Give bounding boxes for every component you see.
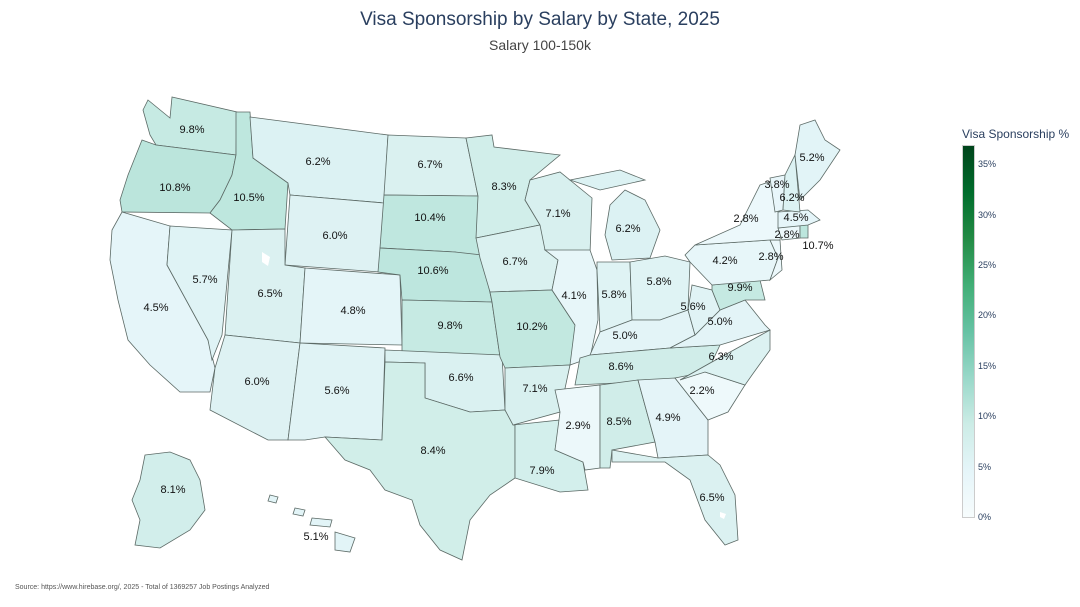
state-label-ne: 10.6%	[417, 265, 448, 277]
state-label-nc: 6.3%	[708, 351, 733, 363]
state-label-mi: 6.2%	[615, 223, 640, 235]
state-label-mo: 10.2%	[516, 321, 547, 333]
colorbar-tick: 20%	[978, 310, 997, 321]
state-label-tn: 8.6%	[608, 361, 633, 373]
colorbar-tick: 15%	[978, 360, 997, 371]
state-label-sc: 2.2%	[689, 385, 714, 397]
salt-lake	[262, 252, 270, 266]
state-nh[interactable]	[782, 153, 801, 213]
state-label-ca: 4.5%	[143, 302, 168, 314]
state-label-la: 7.9%	[529, 465, 554, 477]
state-label-ga: 4.9%	[655, 412, 680, 424]
colorbar-tick: 30%	[978, 209, 997, 220]
state-label-ia: 6.7%	[502, 256, 527, 268]
state-ma[interactable]	[777, 209, 821, 229]
state-tx[interactable]	[324, 361, 516, 561]
state-me[interactable]	[794, 119, 841, 201]
state-label-wi: 7.1%	[545, 208, 570, 220]
state-label-al: 8.5%	[606, 416, 631, 428]
colorbar-tick: 25%	[978, 259, 997, 270]
state-label-id: 10.5%	[233, 192, 264, 204]
state-label-ak: 8.1%	[160, 484, 185, 496]
state-nc[interactable]	[679, 329, 771, 386]
state-label-il: 4.1%	[561, 290, 586, 302]
state-label-ks: 9.8%	[437, 320, 462, 332]
state-label-nv: 5.7%	[192, 274, 217, 286]
colorbar-tick: 10%	[978, 411, 997, 422]
state-label-nj: 2.8%	[758, 251, 783, 263]
state-label-mt: 6.2%	[305, 156, 330, 168]
state-label-co: 4.8%	[340, 305, 365, 317]
state-label-ms: 2.9%	[565, 420, 590, 432]
state-tn[interactable]	[574, 344, 721, 386]
state-label-hi: 5.1%	[303, 531, 328, 543]
state-label-sd: 10.4%	[414, 212, 445, 224]
state-label-nd: 6.7%	[417, 159, 442, 171]
source-note: Source: https://www.hirebase.org/, 2025 …	[15, 584, 270, 591]
state-label-wv: 5.6%	[680, 301, 705, 313]
colorbar-tick: 5%	[978, 461, 992, 472]
state-label-nm: 5.6%	[324, 385, 349, 397]
state-label-ky: 5.0%	[612, 330, 637, 342]
state-label-wy: 6.0%	[322, 230, 347, 242]
state-hi[interactable]	[267, 494, 356, 553]
state-fl[interactable]	[611, 449, 739, 546]
state-ar[interactable]	[504, 364, 571, 426]
state-label-mn: 8.3%	[491, 181, 516, 193]
chart-subtitle: Salary 100-150k	[489, 37, 591, 53]
state-label-ri: 10.7%	[802, 240, 833, 252]
state-label-ma: 4.5%	[783, 212, 808, 224]
state-label-me: 5.2%	[799, 152, 824, 164]
state-label-va: 5.0%	[707, 316, 732, 328]
state-label-in: 5.8%	[601, 289, 626, 301]
state-ak[interactable]	[131, 451, 206, 549]
colorbar-tick: 35%	[978, 159, 997, 170]
state-label-wa: 9.8%	[179, 124, 204, 136]
state-mi[interactable]	[568, 169, 661, 261]
state-label-ar: 7.1%	[522, 383, 547, 395]
state-label-ok: 6.6%	[448, 372, 473, 384]
state-label-ct: 2.8%	[774, 229, 799, 241]
colorbar-title: Visa Sponsorship %	[962, 127, 1070, 141]
state-label-nh: 6.2%	[779, 192, 804, 204]
state-label-ut: 6.5%	[257, 288, 282, 300]
lake-okeechobee	[720, 512, 726, 519]
state-label-oh: 5.8%	[646, 276, 671, 288]
chart-title: Visa Sponsorship by Salary by State, 202…	[360, 9, 720, 30]
state-label-fl: 6.5%	[699, 492, 724, 504]
colorbar	[962, 145, 975, 518]
colorbar-tick: 0%	[978, 512, 992, 522]
state-label-pa: 4.2%	[712, 255, 737, 267]
state-label-md: 9.9%	[727, 282, 752, 294]
state-label-ny: 2.8%	[733, 213, 758, 225]
state-label-or: 10.8%	[159, 182, 190, 194]
state-label-vt: 3.8%	[764, 179, 789, 191]
state-label-tx: 8.4%	[420, 445, 445, 457]
state-ri[interactable]	[799, 224, 809, 239]
state-label-az: 6.0%	[244, 376, 269, 388]
